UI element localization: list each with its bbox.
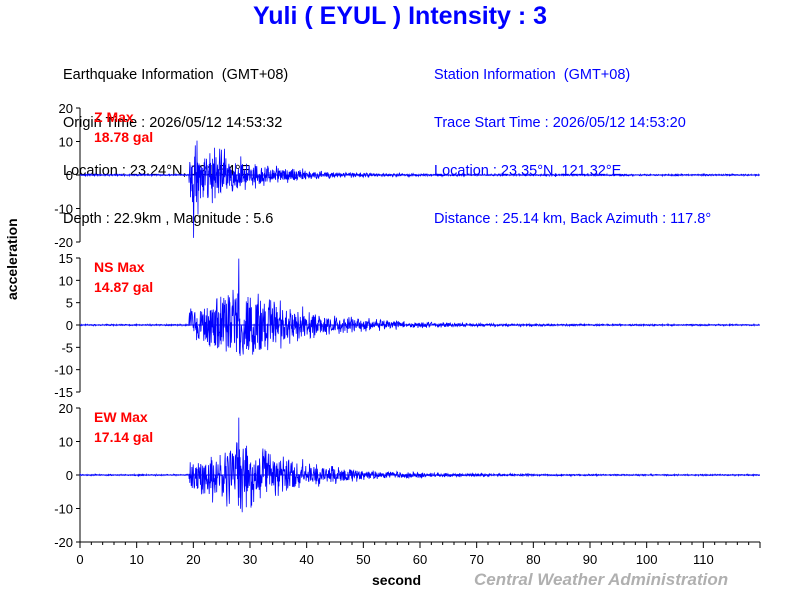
x-tick-label: 80 (526, 552, 540, 567)
y-tick-label: 20 (59, 401, 73, 416)
x-tick-label: 10 (129, 552, 143, 567)
x-tick-label: 30 (243, 552, 257, 567)
depth-magnitude: Depth : 22.9km , Magnitude : 5.6 (63, 211, 274, 227)
y-tick-label: -10 (54, 363, 73, 378)
earthquake-info: Earthquake Information (GMT+08) Origin T… (63, 35, 288, 243)
x-tick-label: 110 (693, 552, 714, 567)
y-tick-label: -10 (54, 202, 73, 217)
trace-start-time: Trace Start Time : 2026/05/12 14:53:20 (434, 115, 686, 131)
waveform-z (79, 140, 760, 238)
x-tick-label: 50 (356, 552, 370, 567)
y-tick-label: 10 (59, 273, 73, 288)
x-tick-label: 90 (583, 552, 597, 567)
max-label-ew: EW Max (94, 409, 148, 425)
y-tick-label: -20 (54, 535, 73, 550)
station-info-heading: Station Information (GMT+08) (434, 67, 631, 83)
max-value-ns: 14.87 gal (94, 279, 153, 295)
agency-credit: Central Weather Administration (474, 570, 729, 589)
x-tick-label: 20 (186, 552, 200, 567)
x-tick-label: 40 (299, 552, 313, 567)
x-axis-label: second (372, 572, 422, 588)
x-tick-label: 0 (76, 552, 83, 567)
y-tick-label: 10 (59, 135, 73, 150)
y-tick-label: 0 (66, 168, 73, 183)
y-tick-label: -20 (54, 235, 73, 250)
x-tick-label: 70 (469, 552, 483, 567)
earthquake-info-heading: Earthquake Information (GMT+08) (63, 67, 289, 83)
y-tick-label: 0 (66, 318, 73, 333)
y-tick-label: 5 (66, 296, 73, 311)
station-distance: Distance : 25.14 km, Back Azimuth : 117.… (434, 211, 712, 227)
y-tick-label: -15 (54, 385, 73, 400)
x-tick-label: 100 (636, 552, 658, 567)
y-tick-label: -5 (61, 340, 73, 355)
y-tick-label: 20 (59, 101, 73, 116)
y-tick-label: -10 (54, 502, 73, 517)
x-tick-label: 60 (413, 552, 427, 567)
max-label-ns: NS Max (94, 259, 145, 275)
y-tick-label: 0 (66, 468, 73, 483)
y-axis-label: acceleration (4, 218, 20, 300)
waveform-ew (79, 417, 760, 513)
origin-time: Origin Time : 2026/05/12 14:53:32 (63, 115, 283, 131)
y-tick-label: 10 (59, 435, 73, 450)
max-value-ew: 17.14 gal (94, 429, 153, 445)
chart-title: Yuli ( EYUL ) Intensity : 3 (252, 2, 548, 30)
y-tick-label: 15 (59, 251, 73, 266)
max-value-z: 18.78 gal (94, 129, 153, 145)
waveform-ns (79, 258, 760, 356)
max-label-z: Z Max (94, 109, 134, 125)
